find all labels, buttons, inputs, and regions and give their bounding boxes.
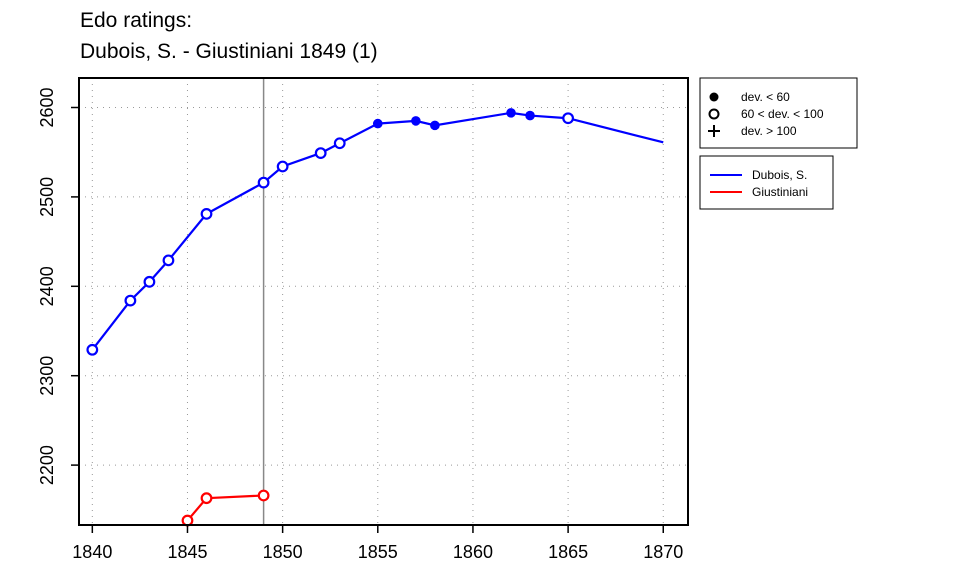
series-legend: Dubois, S. Giustiniani (699, 155, 834, 210)
y-tick-label: 2400 (37, 266, 57, 306)
data-point (276, 160, 289, 173)
data-point (314, 147, 327, 159)
x-tick-label: 1865 (548, 542, 588, 562)
plus-icon (708, 125, 720, 137)
x-tick-label: 1850 (263, 542, 303, 562)
x-tick-label: 1840 (72, 542, 112, 562)
series-legend-label: Dubois, S. (752, 168, 807, 182)
chart-subtitle: Dubois, S. - Giustiniani 1849 (1) (80, 40, 378, 63)
series-1 (181, 489, 270, 527)
data-point (525, 110, 535, 121)
x-tick-label: 1870 (643, 542, 683, 562)
deviation-legend: dev. < 60 60 < dev. < 100 dev. > 100 (699, 77, 858, 149)
series-legend-label: Giustiniani (752, 185, 808, 199)
y-axis: 2200 2300 2400 2500 2600 (37, 87, 79, 485)
series-layer (86, 108, 664, 527)
data-point (506, 108, 516, 118)
data-point (562, 112, 575, 125)
deviation-legend-label: 60 < dev. < 100 (741, 107, 824, 121)
data-point (143, 275, 156, 288)
y-tick-label: 2200 (37, 445, 57, 485)
data-point (430, 120, 440, 131)
plot-area-frame (78, 77, 689, 526)
data-point (181, 514, 194, 527)
data-point (411, 116, 421, 126)
x-axis: 1840 1845 1850 1855 1860 1865 1870 (72, 525, 683, 562)
series-line (91, 111, 664, 351)
y-tick-label: 2300 (37, 356, 57, 396)
x-tick-label: 1855 (358, 542, 398, 562)
deviation-legend-box (699, 77, 858, 149)
y-tick-label: 2500 (37, 177, 57, 217)
data-point (86, 343, 99, 356)
grid-lines (79, 78, 688, 525)
chart-title: Edo ratings: (80, 9, 193, 32)
y-tick-label: 2600 (37, 87, 57, 127)
series-legend-box (699, 155, 834, 210)
x-tick-label: 1860 (453, 542, 493, 562)
data-point (124, 294, 137, 307)
data-point (200, 492, 213, 505)
data-point (257, 176, 270, 189)
data-point (162, 254, 175, 267)
data-point (257, 489, 270, 502)
deviation-legend-label: dev. > 100 (741, 124, 797, 138)
series-line (186, 494, 264, 522)
data-point (333, 137, 346, 150)
series-0 (86, 108, 664, 356)
deviation-legend-label: dev. < 60 (741, 90, 790, 104)
open-circle-icon (708, 108, 720, 120)
filled-circle-icon (709, 92, 719, 102)
data-point (372, 118, 383, 129)
data-point (200, 207, 213, 220)
x-tick-label: 1845 (167, 542, 207, 562)
